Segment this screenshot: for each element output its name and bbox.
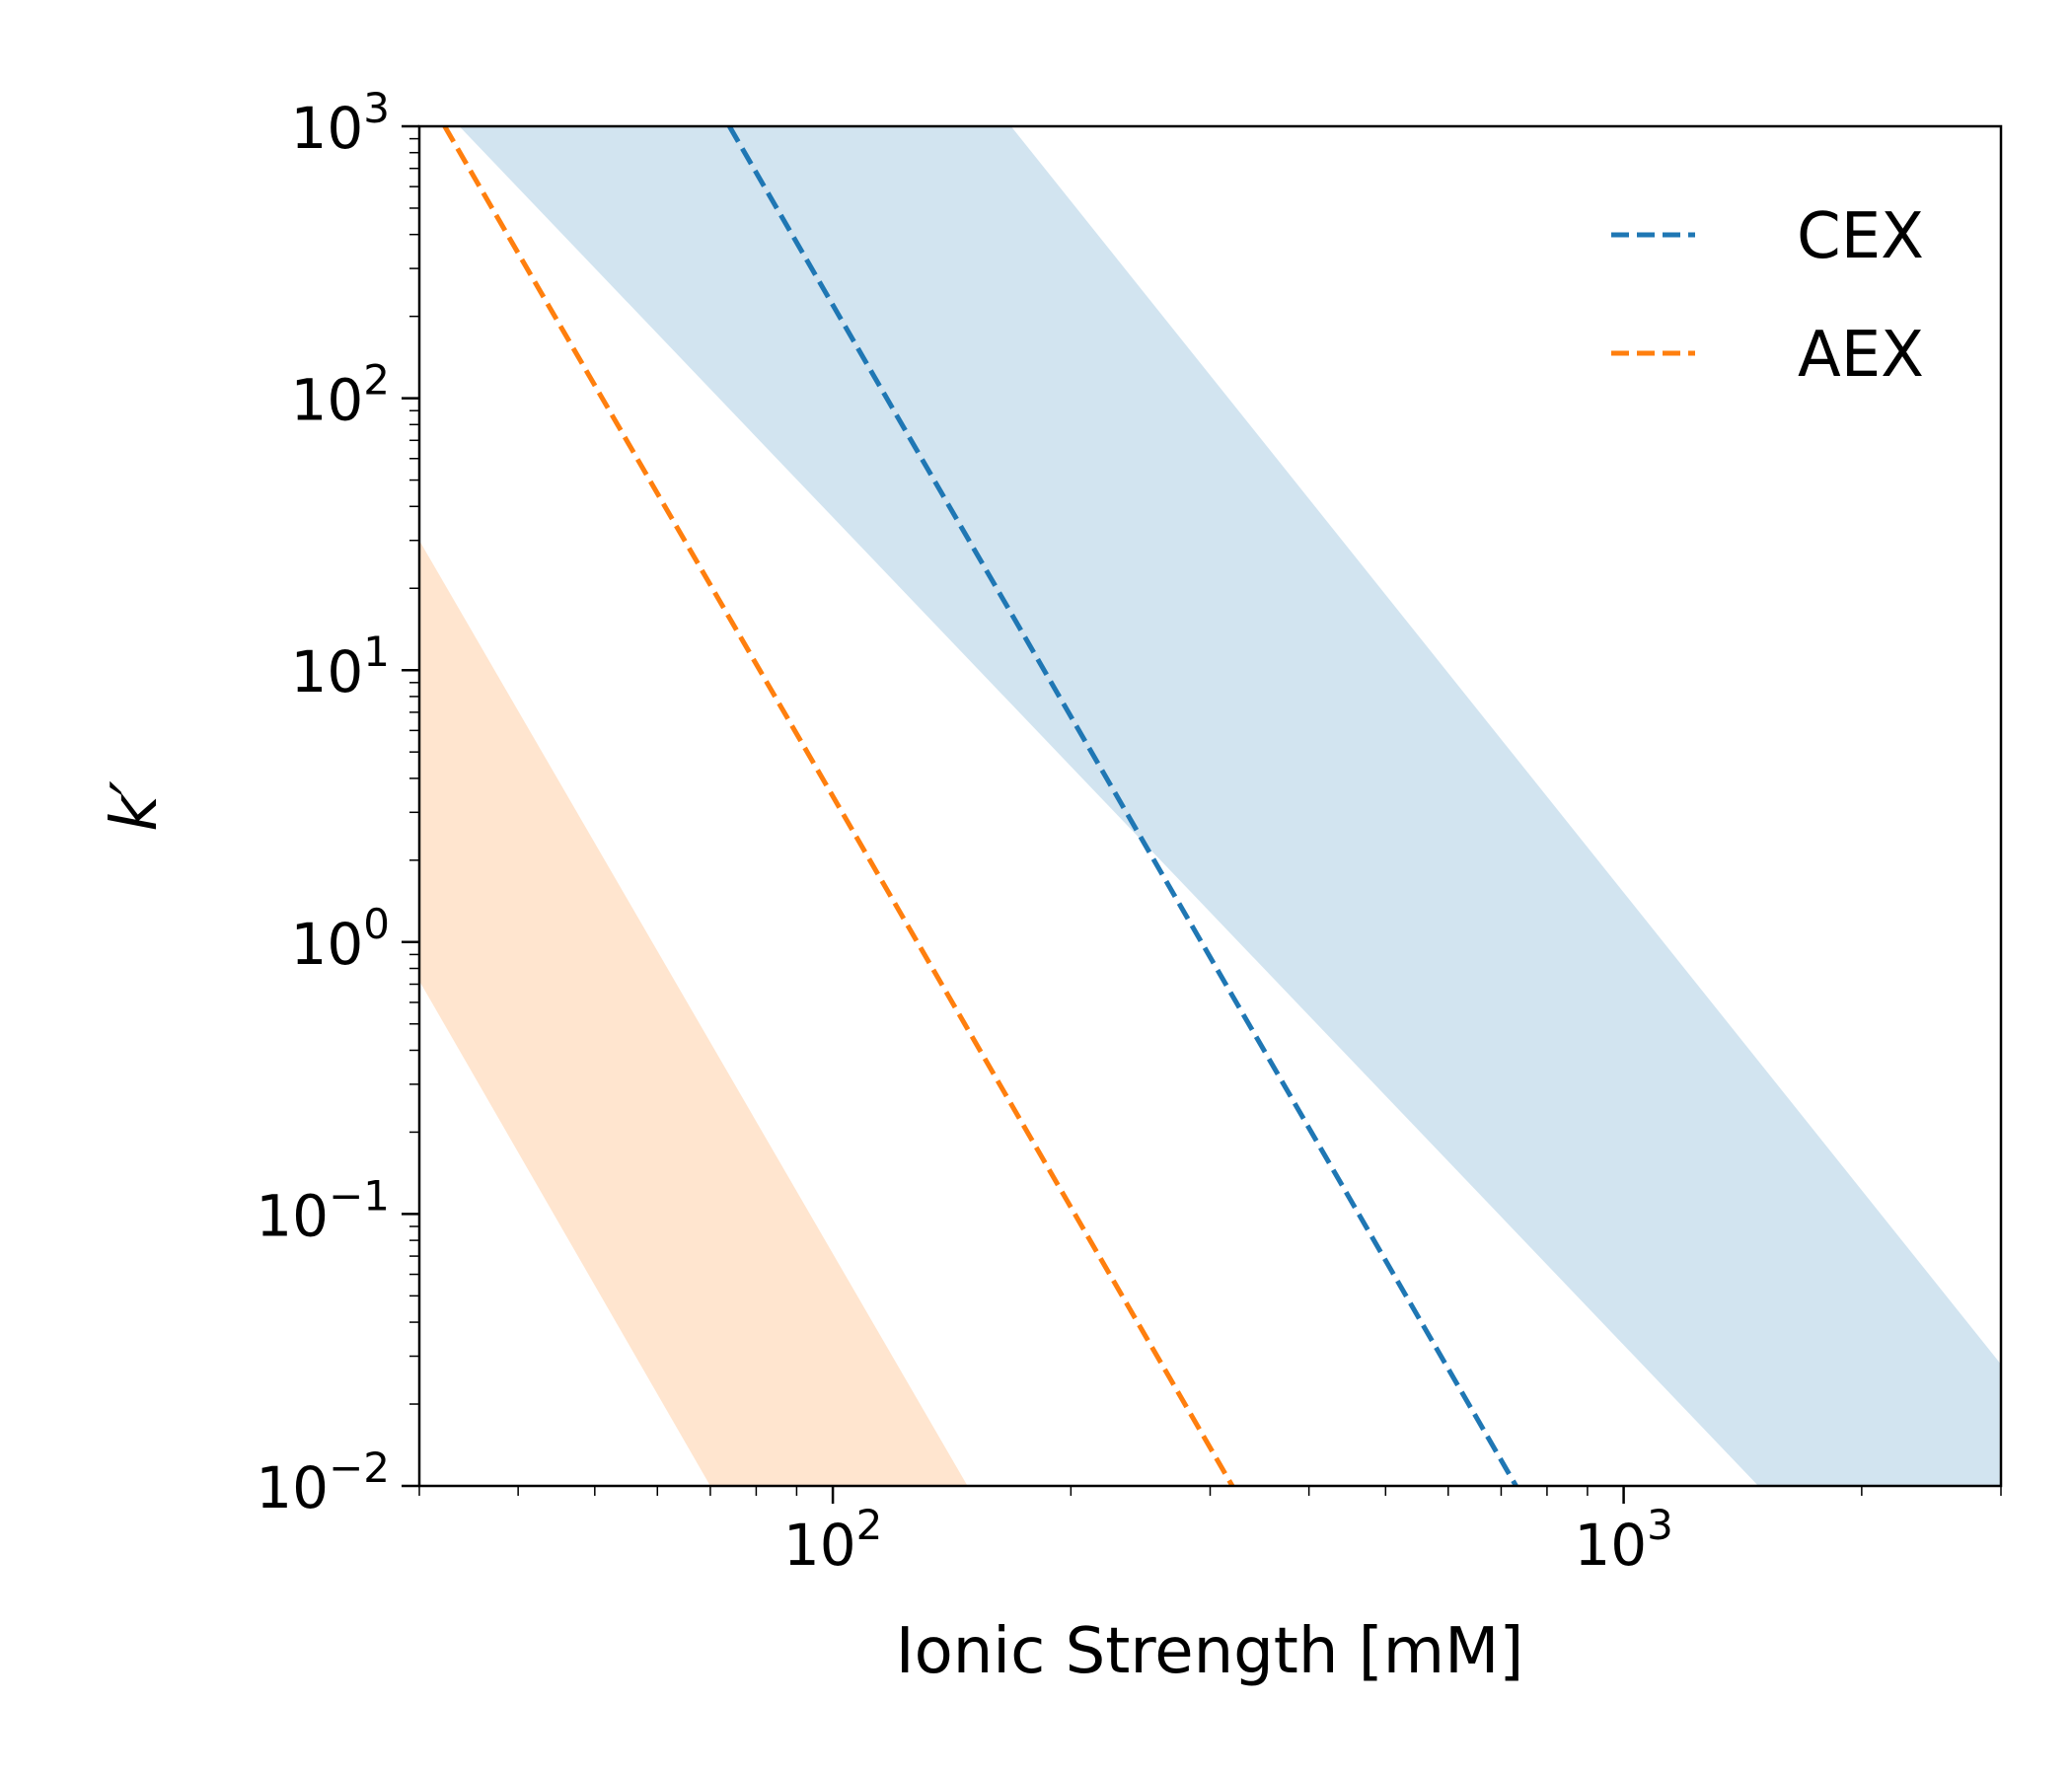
band-cex — [459, 126, 2001, 1486]
legend: CEX AEX — [1611, 200, 1924, 392]
x-axis-ticks: 102 103 — [418, 1486, 2002, 1579]
x-axis-label: Ionic Strength [mM] — [896, 1615, 1524, 1688]
line-cex — [727, 126, 1518, 1486]
legend-label-aex: AEX — [1798, 319, 1924, 392]
line-aex — [442, 126, 1235, 1486]
confidence-bands — [419, 126, 2001, 1486]
y-tick-label: 103 — [290, 84, 390, 162]
x-tick-label: 103 — [1574, 1501, 1673, 1579]
y-axis-ticks: 10−2 10−1 100 101 102 103 — [256, 84, 419, 1521]
y-tick-label: 100 — [290, 900, 390, 978]
y-tick-label: 10−1 — [256, 1171, 390, 1249]
legend-label-cex: CEX — [1797, 200, 1924, 273]
series-lines — [442, 126, 1518, 1486]
band-aex — [419, 540, 968, 1486]
y-tick-label: 101 — [290, 628, 390, 705]
y-tick-label: 102 — [290, 356, 390, 434]
y-axis-label: k′ — [99, 780, 172, 832]
y-tick-label: 10−2 — [256, 1443, 390, 1521]
x-tick-label: 102 — [783, 1501, 883, 1579]
